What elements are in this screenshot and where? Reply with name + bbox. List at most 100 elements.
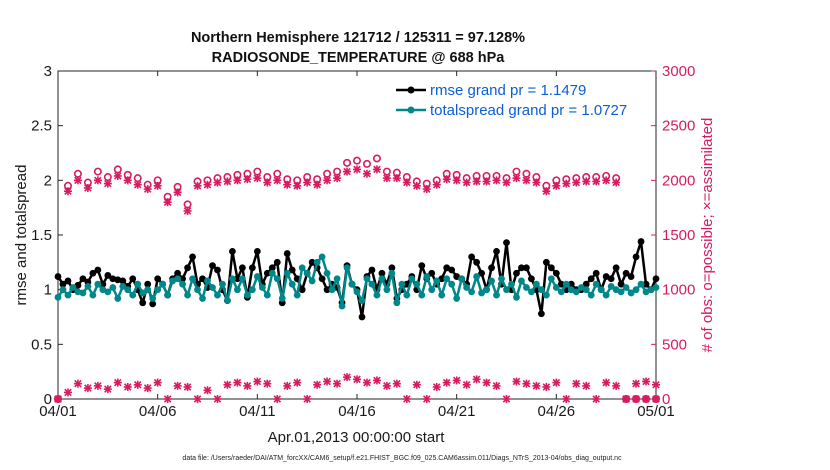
- rmse-point: [557, 280, 565, 288]
- obs-assimilated-point: [402, 178, 411, 187]
- totalspread-point: [627, 289, 635, 297]
- obs-assimilated-point: [273, 176, 282, 185]
- rmse-point: [612, 264, 620, 272]
- series-points-totalspread: [54, 253, 660, 310]
- totalspread-point: [119, 282, 127, 290]
- obs-low-count-point: [83, 384, 92, 393]
- rmse-point: [547, 264, 555, 272]
- rmse-point: [234, 275, 241, 283]
- totalspread-point: [557, 288, 565, 296]
- y-tick-label: 1: [44, 282, 52, 299]
- rmse-point: [622, 269, 630, 277]
- rmse-point: [59, 280, 67, 288]
- obs-possible-point: [93, 167, 102, 176]
- totalspread-point: [433, 277, 441, 285]
- totalspread-point: [174, 275, 182, 283]
- obs-low-count-point: [153, 378, 162, 387]
- obs-assimilated-point: [452, 176, 461, 185]
- obs-assimilated-point: [353, 165, 361, 174]
- obs-assimilated-point: [343, 167, 352, 176]
- obs-assimilated-point: [612, 178, 621, 187]
- obs-assimilated-point: [233, 176, 242, 185]
- rmse-point: [253, 248, 261, 255]
- y-axis-label: rmse and totalspread: [13, 165, 30, 306]
- totalspread-point: [358, 297, 366, 304]
- legend-marker-rmse: [407, 86, 415, 94]
- obs-low-count-point: [442, 378, 451, 387]
- obs-low-count-point: [452, 376, 461, 385]
- obs-low-count-point: [193, 395, 202, 403]
- rmse-point: [119, 277, 127, 285]
- obs-low-count-point: [223, 380, 232, 389]
- rmse-point: [428, 269, 436, 277]
- rmse-point: [632, 253, 640, 261]
- rmse-point: [79, 275, 87, 283]
- rmse-point: [54, 273, 62, 280]
- rmse-point: [488, 264, 495, 272]
- obs-low-count-point: [263, 379, 272, 388]
- y2-axis-label: # of obs: o=possible; ×=assimilated: [699, 118, 716, 353]
- totalspread-point: [393, 299, 401, 307]
- totalspread-point: [562, 280, 570, 288]
- rmse-point: [567, 280, 575, 288]
- totalspread-point: [293, 291, 301, 299]
- y2-tick-label: 1000: [662, 282, 695, 299]
- obs-low-count-point: [243, 381, 252, 390]
- x-tick-label: 04/01: [39, 403, 77, 420]
- y-tick-label: 3: [44, 63, 52, 80]
- obs-low-count-point: [203, 386, 212, 395]
- rmse-point: [104, 272, 112, 279]
- totalspread-point: [333, 275, 341, 283]
- totalspread-point: [234, 286, 241, 294]
- x-tick-label: 04/16: [338, 403, 376, 420]
- y-tick-label: 0.5: [31, 336, 52, 353]
- totalspread-point: [54, 293, 62, 301]
- rmse-point: [323, 286, 331, 294]
- obs-assimilated-point: [123, 176, 132, 185]
- rmse-point: [607, 275, 615, 283]
- totalspread-point: [84, 282, 92, 290]
- totalspread-point: [323, 269, 331, 277]
- obs-low-count-point: [572, 379, 581, 388]
- x-axis: 04/01 04/06 04/11 04/16 04/21 04/26 05/01: [39, 71, 675, 420]
- rmse-point: [273, 258, 281, 266]
- obs-low-count-point: [492, 381, 501, 390]
- obs-possible-point: [352, 156, 361, 165]
- obs-low-count-point: [103, 385, 112, 394]
- rmse-point: [637, 238, 645, 245]
- totalspread-point: [493, 291, 500, 299]
- totalspread-point: [348, 280, 356, 288]
- obs-series-low-count: [54, 373, 660, 403]
- totalspread-point: [89, 291, 97, 299]
- obs-assimilated-point: [552, 181, 561, 190]
- rmse-point: [248, 264, 256, 272]
- totalspread-point: [283, 269, 291, 277]
- obs-low-count-point: [382, 381, 391, 390]
- rmse-point: [283, 250, 291, 257]
- obs-assimilated-point: [502, 178, 511, 187]
- obs-possible-point: [372, 154, 381, 163]
- obs-low-count-point: [113, 378, 122, 387]
- y-axis-right: 0 500 1000 1500 2000 2500 3000: [651, 63, 695, 408]
- totalspread-point: [403, 291, 411, 299]
- obs-assimilated-point: [73, 176, 82, 185]
- totalspread-point: [199, 295, 206, 302]
- rmse-point: [528, 275, 535, 283]
- obs-low-count-point: [412, 380, 421, 389]
- totalspread-point: [388, 269, 396, 277]
- plot-area: [57, 70, 657, 400]
- totalspread-point: [134, 280, 142, 288]
- obs-assimilated-point: [193, 181, 202, 190]
- obs-low-count-point: [73, 379, 82, 388]
- chart-title: Northern Hemisphere 121712 / 125311 = 97…: [191, 30, 525, 46]
- rmse-point: [144, 280, 152, 288]
- totalspread-point: [483, 286, 490, 294]
- legend-entry-spread: totalspread grand pr = 1.0727: [430, 102, 627, 119]
- rmse-point: [542, 258, 550, 266]
- obs-assimilated-point: [323, 176, 332, 185]
- obs-assimilated-point: [253, 174, 262, 183]
- obs-low-count-point: [522, 379, 531, 388]
- totalspread-point: [64, 291, 72, 299]
- totalspread-point: [428, 286, 436, 294]
